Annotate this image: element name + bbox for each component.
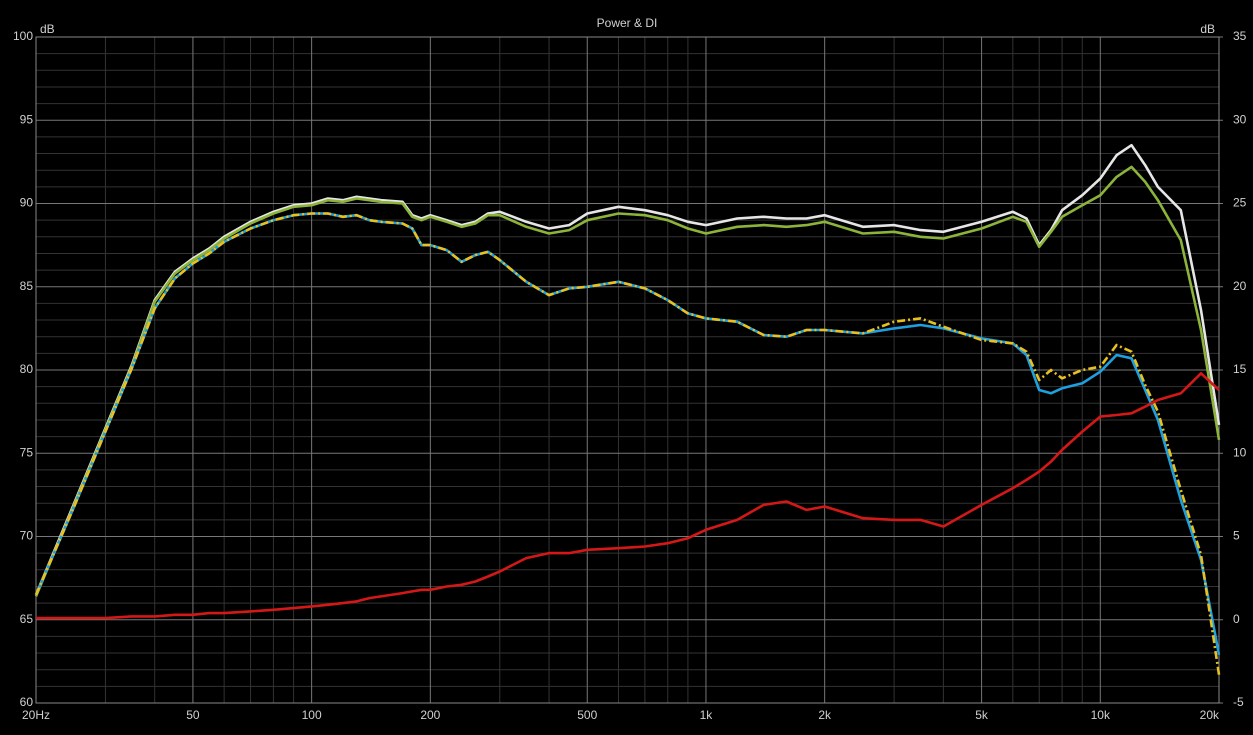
series-line bbox=[36, 372, 1220, 620]
series-line bbox=[34, 165, 1221, 597]
y-tick-label: 100 bbox=[13, 29, 33, 43]
x-tick-label: 20Hz bbox=[22, 708, 50, 722]
plot-frame bbox=[35, 36, 1220, 704]
chart-title: Power & DI bbox=[597, 16, 658, 30]
y2-tick-label: 30 bbox=[1233, 112, 1247, 126]
y2-tick-label: 5 bbox=[1233, 529, 1240, 543]
x-tick-label: 50 bbox=[186, 708, 200, 722]
y-tick-label: 75 bbox=[20, 445, 34, 459]
y-tick-label: 65 bbox=[20, 612, 34, 626]
y-tick-label: 80 bbox=[20, 362, 34, 376]
y2-tick-label: 25 bbox=[1233, 196, 1247, 210]
y-tick-label: 85 bbox=[20, 279, 34, 293]
y-tick-label: 90 bbox=[20, 196, 34, 210]
x-tick-label: 500 bbox=[577, 708, 597, 722]
y-axis-label: dB bbox=[40, 22, 55, 36]
y-tick-label: 70 bbox=[20, 529, 34, 543]
x-tick-label: 2k bbox=[818, 708, 832, 722]
x-tick-label: 20k bbox=[1200, 708, 1220, 722]
x-tick-label: 5k bbox=[975, 708, 989, 722]
y2-axis-label: dB bbox=[1200, 22, 1215, 36]
y2-tick-label: -5 bbox=[1233, 695, 1244, 709]
y2-tick-label: 10 bbox=[1233, 445, 1247, 459]
x-tick-label: 10k bbox=[1091, 708, 1111, 722]
y2-tick-label: 35 bbox=[1233, 29, 1247, 43]
y2-tick-label: 20 bbox=[1233, 279, 1247, 293]
x-tick-label: 1k bbox=[700, 708, 714, 722]
x-tick-label: 200 bbox=[420, 708, 440, 722]
x-tick-label: 100 bbox=[302, 708, 322, 722]
y2-tick-label: 0 bbox=[1233, 612, 1240, 626]
y-tick-label: 95 bbox=[20, 112, 34, 126]
series-line bbox=[34, 143, 1221, 596]
y2-tick-label: 15 bbox=[1233, 362, 1247, 376]
y-tick-label: 60 bbox=[20, 695, 34, 709]
series-line bbox=[34, 212, 1221, 675]
